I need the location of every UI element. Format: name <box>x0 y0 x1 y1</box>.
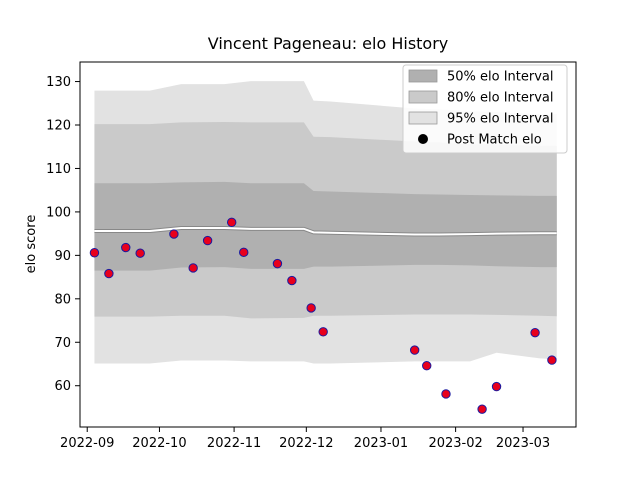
axes: 60 70 80 90 100 110 120 130 2022-09 2022-10 2022-1… <box>46 61 577 451</box>
data-point <box>422 361 432 371</box>
data-point <box>477 404 487 414</box>
legend-label: 50% elo Interval <box>447 70 554 85</box>
x-tick-label: 2022-09 <box>60 436 114 451</box>
y-tick-label: 110 <box>46 162 71 177</box>
y-tick-label: 90 <box>54 249 71 264</box>
data-point <box>287 275 297 286</box>
y-tick-label: 60 <box>54 379 71 394</box>
x-tick-label: 2022-12 <box>279 436 333 451</box>
data-point <box>169 229 179 239</box>
legend-swatch <box>408 111 438 125</box>
median-line-path <box>94 226 557 236</box>
median-line <box>94 225 557 237</box>
legend-label: 95% elo Interval <box>447 112 554 127</box>
x-tick-label: 2023-02 <box>428 436 482 451</box>
data-point <box>89 248 100 258</box>
data-point <box>547 355 557 365</box>
band-50 <box>94 181 557 271</box>
post-match-points <box>89 217 557 414</box>
y-tick-label: 100 <box>46 205 71 220</box>
data-point <box>202 235 213 246</box>
data-point <box>121 242 131 253</box>
data-point <box>135 248 145 258</box>
x-tick-label: 2023-01 <box>354 436 408 451</box>
y-tick-label: 130 <box>46 75 71 90</box>
x-tick-label: 2022-10 <box>132 436 186 451</box>
legend-marker <box>418 134 428 144</box>
x-tick-label: 2022-11 <box>207 436 261 451</box>
legend-swatch <box>408 69 438 83</box>
legend-label: Post Match elo <box>447 133 542 148</box>
data-point <box>188 263 198 273</box>
data-point <box>272 258 283 269</box>
x-tick-label: 2023-03 <box>496 436 550 451</box>
data-point <box>441 389 451 399</box>
y-axis-label: elo score <box>24 215 39 274</box>
data-point <box>530 328 540 338</box>
y-tick-label: 80 <box>54 292 71 307</box>
data-point <box>306 303 316 313</box>
data-point <box>239 247 249 258</box>
legend-swatch <box>408 90 438 104</box>
data-point <box>104 268 114 279</box>
y-tick-label: 120 <box>46 119 71 134</box>
legend-box <box>402 64 568 154</box>
chart-title: Vincent Pageneau: elo History <box>208 34 449 53</box>
data-point <box>318 327 328 337</box>
legend-label: 80% elo Interval <box>447 91 554 106</box>
legend: 50% elo Interval 80% elo Interval 95% elo … <box>402 64 568 154</box>
data-point <box>409 345 420 355</box>
data-point <box>491 381 502 392</box>
data-point <box>226 217 237 228</box>
y-tick-label: 70 <box>54 336 71 351</box>
plot-frame <box>79 61 577 428</box>
